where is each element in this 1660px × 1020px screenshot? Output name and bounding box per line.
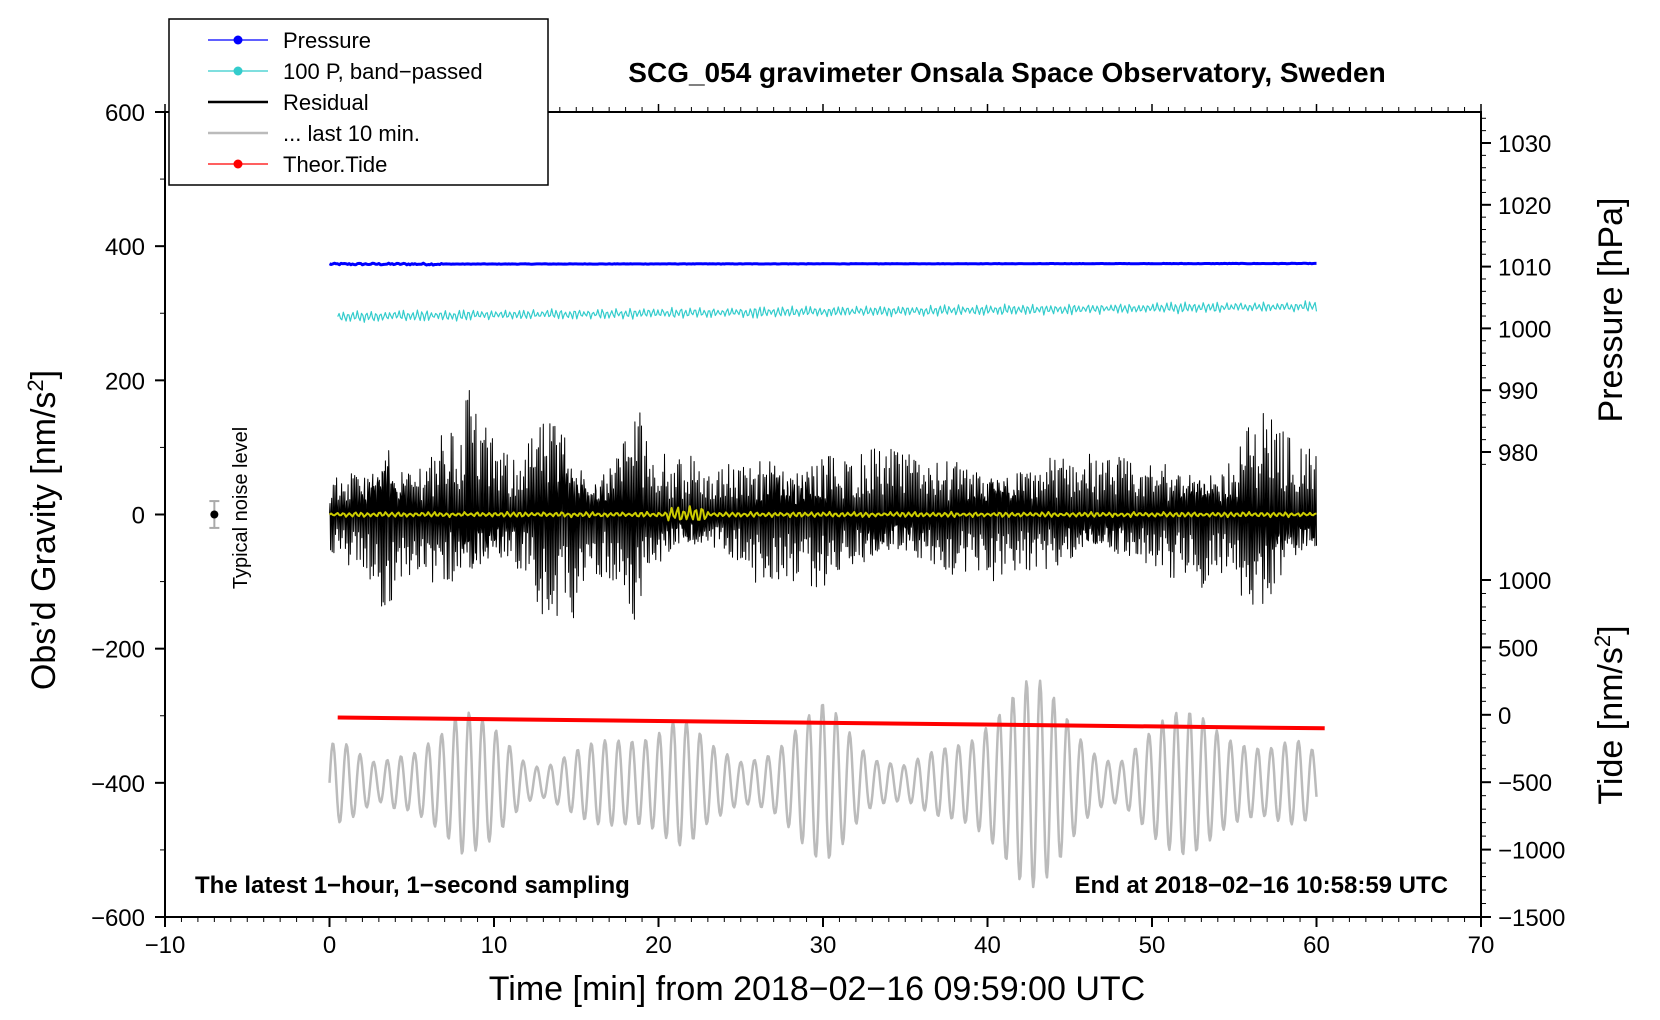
legend-marker (233, 66, 243, 76)
note-latest-hour: The latest 1−hour, 1−second sampling (195, 872, 630, 899)
pressure-tick-label: 1030 (1498, 131, 1551, 158)
legend-marker (233, 159, 243, 169)
y-tick-label: 0 (132, 503, 145, 530)
y-tick-label: −200 (91, 637, 145, 664)
x-axis-label: Time [min] from 2018−02−16 09:59:00 UTC (489, 970, 1145, 1008)
y-axis-label-tide-close: ] (1592, 625, 1630, 634)
series-pressure-bandpassed (337, 300, 1318, 323)
series-layer (209, 261, 1325, 889)
series-pressure (328, 261, 1317, 267)
y-tick-label: 200 (105, 368, 145, 395)
series-theoretical-tide (337, 715, 1325, 731)
noise-level-label: Typical noise level (230, 427, 252, 589)
tide-tick-label: −500 (1498, 770, 1552, 797)
noise-level-point (210, 510, 219, 519)
legend-items: Pressure 100 P, band−passed Residual ... la… (208, 28, 483, 177)
x-tick-label: 50 (1139, 932, 1166, 959)
x-tick-label: 40 (974, 932, 1001, 959)
y-axis-label-tide: Tide [nm/s2] (1590, 625, 1630, 804)
tide-tick-label: 1000 (1498, 568, 1551, 595)
series-residual-smoothed (328, 505, 1317, 522)
tide-tick-label: −1500 (1498, 905, 1565, 932)
series-last-10-min (328, 679, 1318, 889)
legend: Pressure 100 P, band−passed Residual ... la… (168, 18, 549, 186)
pressure-tick-label: 1020 (1498, 193, 1551, 220)
y-tick-label: −400 (91, 771, 145, 798)
legend-marker (233, 35, 243, 45)
tide-tick-label: 0 (1498, 703, 1511, 730)
y-axis-label-left: Obs’d Gravity [nm/s2] (23, 370, 63, 690)
axis-layer: −10 0 10 20 30 40 50 60 70−600−400−2000200400600… (91, 100, 1565, 959)
pressure-tick-label: 980 (1498, 440, 1538, 467)
y-tick-label: −600 (91, 905, 145, 932)
y-axis-label-left-sup: 2 (23, 379, 48, 391)
series-residual (329, 390, 1317, 620)
tide-tick-label: −1000 (1498, 838, 1565, 865)
y-tick-label: 600 (105, 100, 145, 127)
y-axis-label-left-main: Obs’d Gravity [nm/s (25, 392, 63, 691)
y-axis-label-tide-sup: 2 (1590, 635, 1615, 647)
pressure-tick-label: 1010 (1498, 255, 1551, 282)
legend-label: Residual (283, 90, 369, 115)
y-axis-label-left-close: ] (25, 370, 63, 379)
x-tick-label: 10 (481, 932, 508, 959)
x-tick-label: 70 (1468, 932, 1495, 959)
x-tick-label: 30 (810, 932, 837, 959)
note-end-time: End at 2018−02−16 10:58:59 UTC (1074, 872, 1448, 899)
y-axis-label-pressure: Pressure [hPa] (1592, 198, 1630, 423)
tide-tick-label: 500 (1498, 635, 1538, 662)
legend-label: Pressure (283, 28, 371, 53)
legend-label: Theor.Tide (283, 152, 387, 177)
chart-title: SCG_054 gravimeter Onsala Space Observat… (628, 57, 1385, 88)
legend-label: 100 P, band−passed (283, 59, 483, 84)
x-tick-label: 0 (323, 932, 336, 959)
pressure-tick-label: 1000 (1498, 316, 1551, 343)
x-tick-label: −10 (145, 932, 186, 959)
x-tick-label: 20 (645, 932, 672, 959)
y-tick-label: 400 (105, 234, 145, 261)
legend-label: ... last 10 min. (283, 121, 420, 146)
pressure-tick-label: 990 (1498, 378, 1538, 405)
x-tick-label: 60 (1303, 932, 1330, 959)
y-axis-label-tide-main: Tide [nm/s (1592, 647, 1630, 804)
